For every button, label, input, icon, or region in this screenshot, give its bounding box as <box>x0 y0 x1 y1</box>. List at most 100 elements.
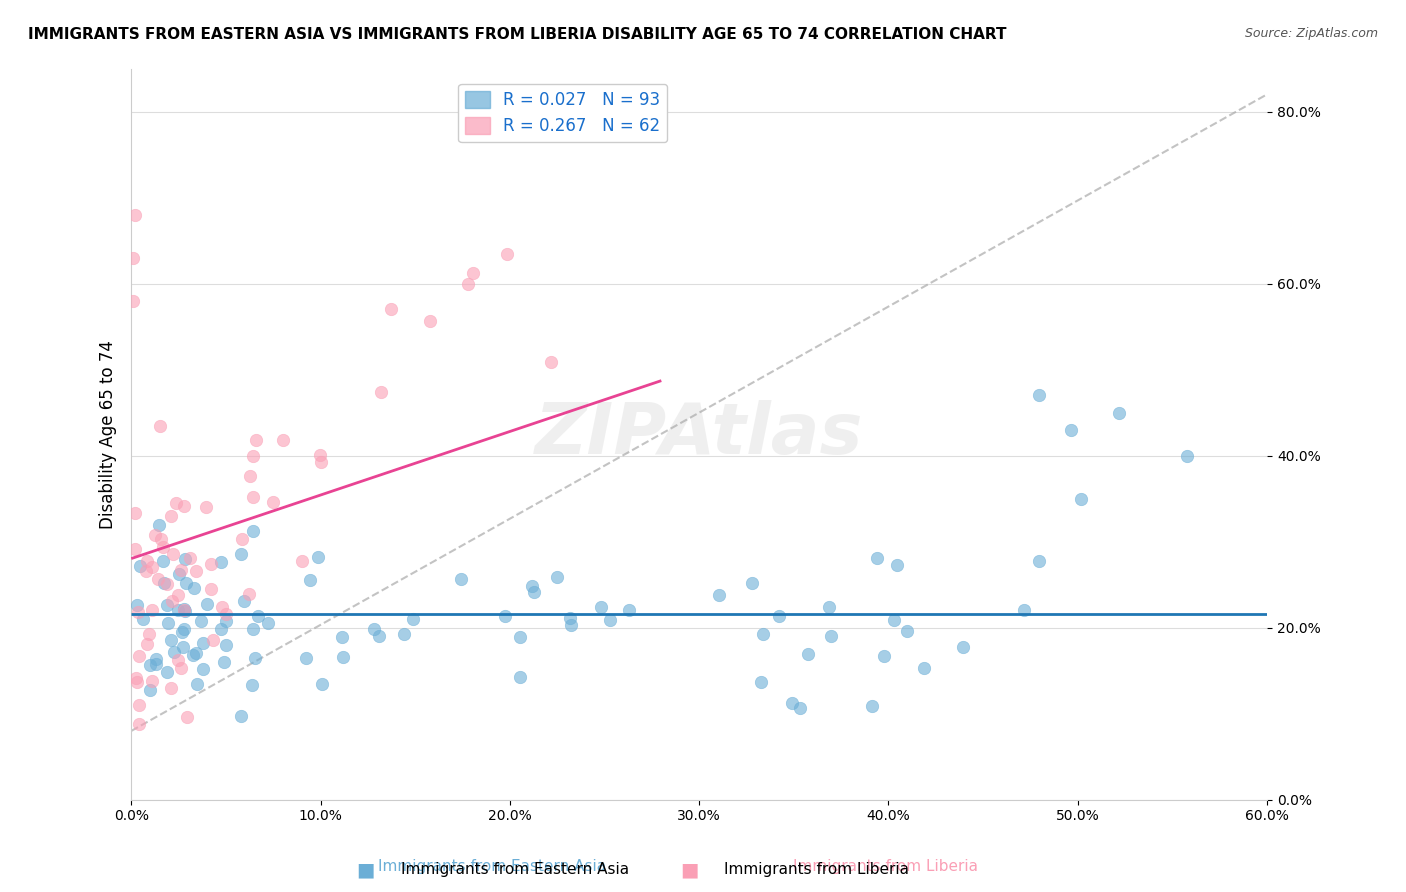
Point <box>173 500 195 514</box>
Point <box>291 554 314 568</box>
Point <box>523 584 546 599</box>
Point <box>156 577 179 591</box>
Point <box>1060 423 1083 437</box>
Point <box>135 553 157 567</box>
Text: Immigrants from Liberia: Immigrants from Liberia <box>793 859 979 874</box>
Point <box>125 598 148 612</box>
Point <box>124 541 146 556</box>
Y-axis label: Disability Age 65 to 74: Disability Age 65 to 74 <box>100 340 117 529</box>
Point <box>231 547 253 561</box>
Point <box>156 599 179 613</box>
Point <box>262 495 284 509</box>
Point <box>136 637 159 651</box>
Point <box>122 293 145 308</box>
Point <box>617 602 640 616</box>
Point <box>257 615 280 630</box>
Point <box>1070 491 1092 506</box>
Point <box>238 587 260 601</box>
Point <box>148 517 170 532</box>
Point <box>873 648 896 663</box>
Point <box>1108 406 1130 420</box>
Point <box>768 609 790 624</box>
Point <box>170 563 193 577</box>
Point <box>191 636 214 650</box>
Point <box>173 602 195 616</box>
Text: ZIPAtlas: ZIPAtlas <box>534 400 863 468</box>
Point <box>128 716 150 731</box>
Point <box>591 600 613 615</box>
Point <box>797 647 820 661</box>
Point <box>153 576 176 591</box>
Point <box>152 554 174 568</box>
Point <box>311 677 333 691</box>
Point <box>160 594 183 608</box>
Point <box>156 665 179 679</box>
Text: IMMIGRANTS FROM EASTERN ASIA VS IMMIGRANTS FROM LIBERIA DISABILITY AGE 65 TO 74 : IMMIGRANTS FROM EASTERN ASIA VS IMMIGRAN… <box>28 27 1007 42</box>
Point <box>138 658 160 673</box>
Point <box>242 524 264 538</box>
Point <box>1175 449 1198 463</box>
Point <box>299 574 322 588</box>
Point <box>165 496 187 510</box>
Point <box>860 698 883 713</box>
Point <box>380 302 402 317</box>
Text: Immigrants from Eastern Asia: Immigrants from Eastern Asia <box>378 859 606 874</box>
Point <box>599 613 621 627</box>
Point <box>896 624 918 639</box>
Point <box>125 671 148 685</box>
Point <box>209 555 232 569</box>
Point <box>546 570 568 584</box>
Point <box>214 615 236 629</box>
Point <box>170 661 193 675</box>
Point <box>295 650 318 665</box>
Point <box>247 609 270 624</box>
Point <box>509 670 531 684</box>
Point <box>129 558 152 573</box>
Point <box>245 433 267 447</box>
Point <box>160 508 183 523</box>
Text: Immigrants from Liberia: Immigrants from Liberia <box>724 863 910 877</box>
Point <box>128 606 150 620</box>
Point <box>152 540 174 554</box>
Point <box>1028 554 1050 568</box>
Point <box>200 582 222 596</box>
Point <box>141 603 163 617</box>
Point <box>135 564 157 578</box>
Point <box>209 622 232 636</box>
Point <box>157 616 180 631</box>
Point <box>494 608 516 623</box>
Point <box>149 419 172 434</box>
Point <box>394 626 416 640</box>
Point <box>308 448 330 462</box>
Point <box>231 532 253 546</box>
Point <box>190 614 212 628</box>
Text: Immigrants from Eastern Asia: Immigrants from Eastern Asia <box>401 863 628 877</box>
Point <box>419 314 441 328</box>
Point <box>749 674 772 689</box>
Point <box>139 683 162 698</box>
Point <box>522 579 544 593</box>
Point <box>145 652 167 666</box>
Point <box>184 564 207 578</box>
Point <box>707 588 730 602</box>
Point <box>457 277 479 291</box>
Point <box>818 600 841 615</box>
Point <box>149 532 172 546</box>
Point <box>141 560 163 574</box>
Text: ■: ■ <box>356 860 375 880</box>
Point <box>239 469 262 483</box>
Point <box>202 632 225 647</box>
Point <box>184 646 207 660</box>
Point <box>186 677 208 691</box>
Point <box>402 612 425 626</box>
Point <box>229 708 252 723</box>
Point <box>243 651 266 665</box>
Point <box>883 613 905 627</box>
Point <box>307 550 329 565</box>
Point <box>332 630 354 644</box>
Point <box>560 617 582 632</box>
Point <box>174 604 197 618</box>
Point <box>148 572 170 586</box>
Point <box>363 623 385 637</box>
Point <box>128 649 150 664</box>
